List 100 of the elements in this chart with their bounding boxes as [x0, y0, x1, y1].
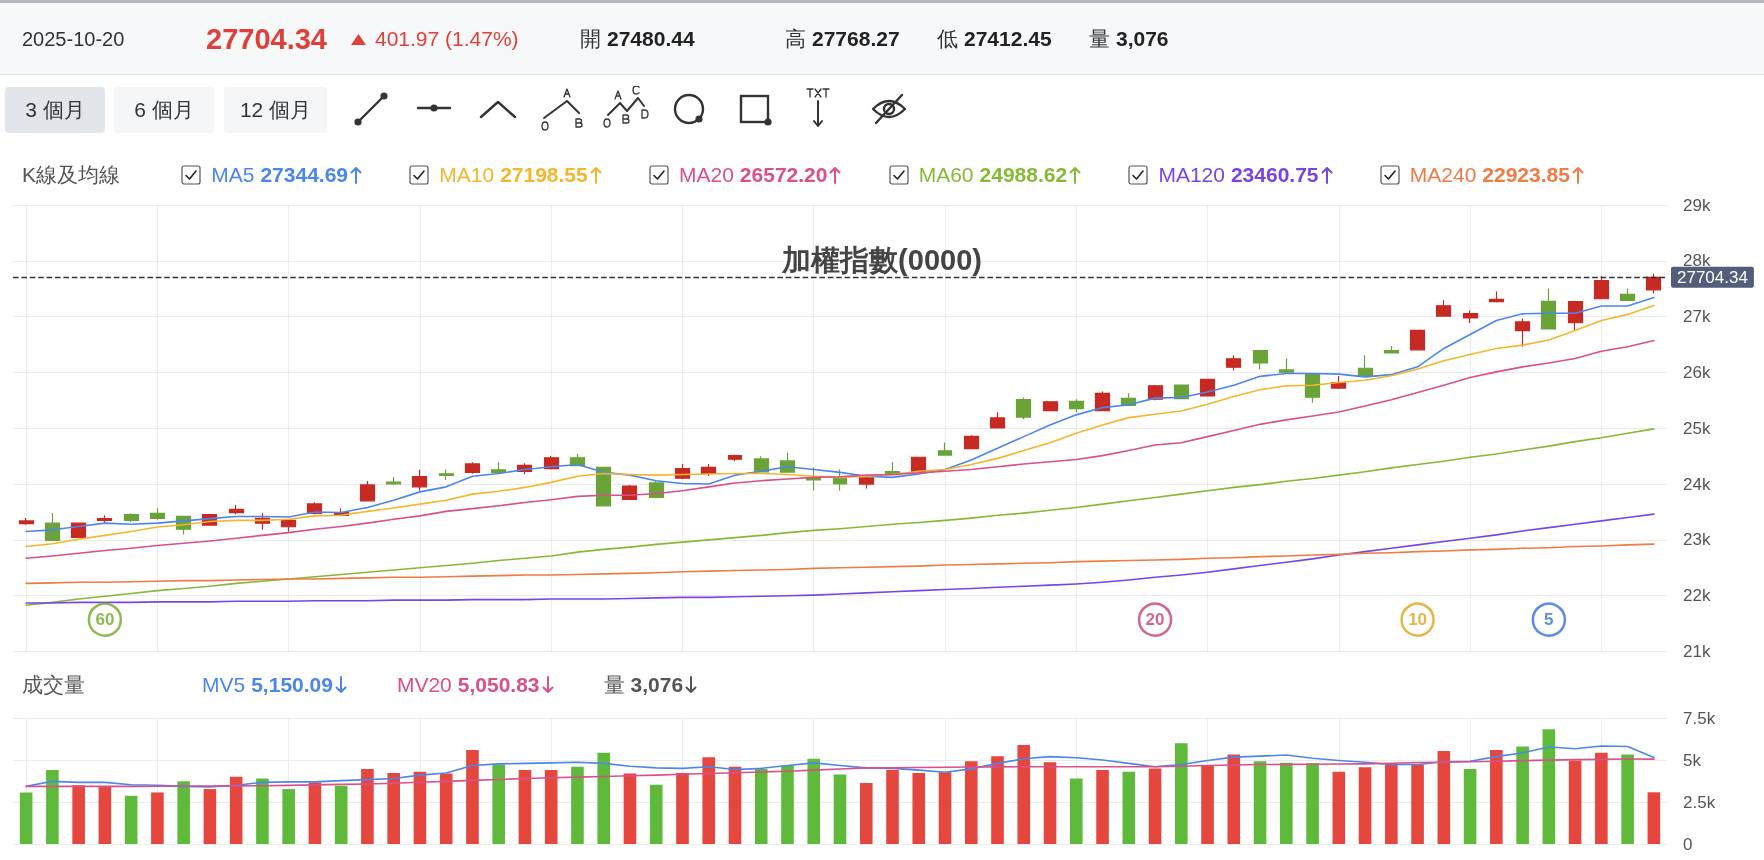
- bar: [938, 772, 952, 844]
- bar: [1175, 743, 1188, 844]
- text: 27412.45: [964, 27, 1052, 51]
- text: 加權指數(0000): [781, 243, 982, 276]
- bar: [361, 768, 374, 844]
- candlestick: [96, 514, 113, 525]
- button: 3 個月: [5, 87, 105, 133]
- text: MV5: [202, 673, 246, 697]
- bar: [1017, 744, 1031, 844]
- bar: [1621, 754, 1634, 844]
- text: 23460.75: [1230, 163, 1319, 187]
- candlestick: [832, 468, 848, 492]
- bar: [1122, 771, 1136, 844]
- candlestick: [1645, 273, 1662, 295]
- candlestick: [989, 411, 1006, 430]
- candlestick: [1540, 287, 1557, 330]
- candlestick: [438, 468, 455, 481]
- candlestick: [1015, 396, 1032, 420]
- text: 3,076: [1116, 27, 1169, 51]
- line-series: [25, 339, 1655, 560]
- bar: [1568, 760, 1582, 844]
- line-series: [25, 513, 1655, 604]
- y-tick-label: 27k: [1683, 307, 1711, 327]
- candlestick: [1593, 275, 1610, 300]
- text: 401.97 (1.47%): [375, 27, 519, 51]
- bar: [1280, 762, 1293, 844]
- candlestick: [1357, 354, 1374, 377]
- candlestick: [228, 504, 245, 515]
- bar: [124, 795, 138, 844]
- bar: [203, 789, 217, 844]
- bar: [1385, 763, 1398, 844]
- bar: [571, 766, 584, 844]
- y-tick-label: 23k: [1683, 530, 1711, 550]
- bar: [282, 789, 295, 844]
- y-tick-label: 0: [1683, 834, 1693, 854]
- bar: [964, 761, 978, 844]
- bar: [387, 772, 400, 844]
- bar: [754, 768, 768, 844]
- text: 高: [785, 26, 806, 52]
- bar: [544, 770, 558, 844]
- text: 27198.55: [500, 163, 588, 187]
- y-tick-label: 29k: [1683, 195, 1711, 215]
- candlestick: [18, 517, 35, 526]
- bar: [229, 776, 243, 844]
- candlestick: [805, 467, 822, 492]
- bar: [728, 766, 742, 844]
- bar: [597, 752, 611, 844]
- candlestick: [1383, 345, 1400, 355]
- line-series: [25, 758, 1655, 788]
- bar: [177, 781, 190, 844]
- candlestick: [1567, 300, 1584, 331]
- candlestick: [280, 518, 297, 533]
- bar: [1490, 749, 1503, 844]
- candlestick: [44, 512, 61, 542]
- candlestick: [1278, 357, 1295, 374]
- bar: [781, 765, 794, 844]
- series-label: 5: [1544, 610, 1554, 630]
- y-tick-label: 7.5k: [1683, 708, 1716, 728]
- y-tick-label: 26k: [1683, 362, 1711, 382]
- text: 5,150.09: [251, 673, 333, 697]
- bar: [702, 757, 716, 844]
- text: 27768.27: [812, 27, 900, 51]
- candlestick: [753, 455, 770, 473]
- y-tick-label: 2.5k: [1683, 792, 1716, 812]
- candlestick: [464, 461, 481, 475]
- bar: [859, 783, 873, 844]
- text: 開: [580, 26, 601, 52]
- line-series: [25, 428, 1655, 606]
- bar: [1437, 751, 1451, 844]
- text: 5,050.83: [457, 673, 540, 697]
- text: MV20: [396, 673, 452, 697]
- bar: [1227, 754, 1241, 844]
- bar: [991, 756, 1004, 844]
- bar: [676, 772, 689, 844]
- bar: [1069, 778, 1083, 844]
- bar: [1647, 792, 1661, 844]
- button: 12 個月: [224, 87, 327, 133]
- candlestick: [727, 453, 743, 462]
- bar: [256, 778, 269, 844]
- bar: [1201, 765, 1214, 844]
- bar: [413, 771, 427, 844]
- line-series: [25, 745, 1655, 788]
- text: MA120: [1158, 163, 1225, 187]
- bar: [439, 773, 453, 844]
- bar: [1148, 768, 1162, 844]
- bar: [72, 785, 85, 844]
- candlestick: [674, 463, 691, 480]
- candlestick: [937, 441, 953, 457]
- bar: [1516, 746, 1529, 844]
- bar: [1595, 752, 1608, 844]
- legend-title: 成交量: [22, 672, 86, 698]
- text: 量: [1089, 26, 1110, 52]
- bar: [1463, 768, 1477, 844]
- bar: [46, 770, 59, 844]
- bar: [1542, 729, 1556, 844]
- text: MA10: [439, 163, 495, 187]
- bar: [1358, 767, 1372, 844]
- bar: [886, 770, 899, 844]
- bar: [1411, 764, 1424, 844]
- candlestick: [385, 476, 402, 486]
